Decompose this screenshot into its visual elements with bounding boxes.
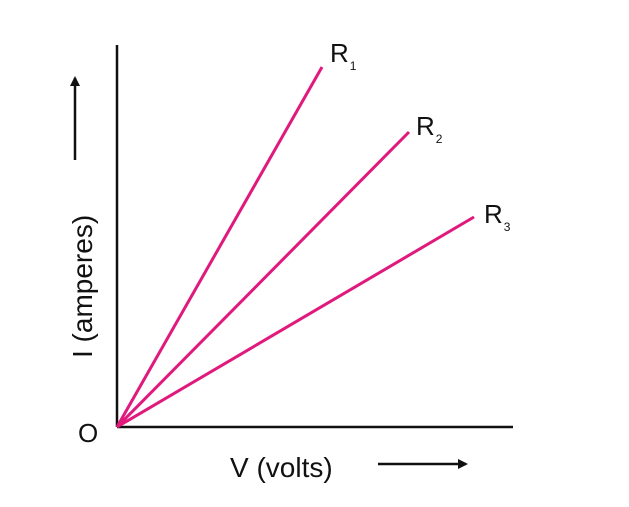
label-r3: R3	[484, 199, 511, 234]
origin-label: O	[78, 418, 98, 448]
line-r2	[115, 130, 411, 429]
x-axis-label: V (volts)	[230, 452, 333, 483]
line-r3	[116, 215, 475, 429]
label-r1: R1	[330, 38, 357, 73]
line-r1	[115, 66, 324, 428]
label-r2: R2	[416, 111, 443, 146]
y-axis-label: I (amperes)	[67, 215, 98, 358]
